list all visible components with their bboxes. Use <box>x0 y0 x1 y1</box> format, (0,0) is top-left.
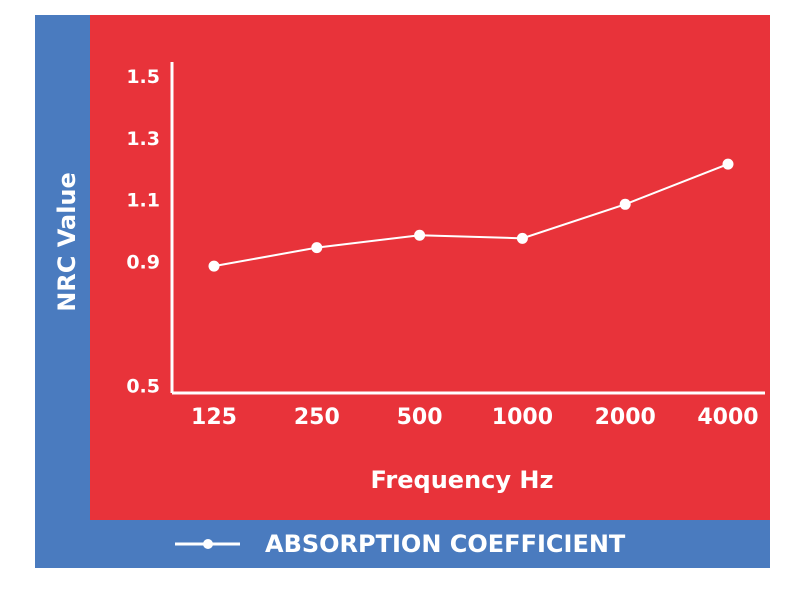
x-tick-label: 250 <box>294 405 340 430</box>
y-tick-label: 1.1 <box>126 190 160 212</box>
legend-marker <box>203 539 213 549</box>
x-tick-label: 4000 <box>697 405 758 430</box>
data-point <box>516 232 528 244</box>
y-tick-label: 1.3 <box>126 128 160 150</box>
data-point <box>722 158 734 170</box>
y-tick-label: 1.5 <box>126 66 160 88</box>
data-point <box>414 229 426 241</box>
x-tick-label: 500 <box>397 405 443 430</box>
data-point <box>208 260 220 272</box>
plot-panel <box>90 15 770 520</box>
y-tick-label: 0.9 <box>126 252 160 274</box>
x-tick-label: 2000 <box>595 405 656 430</box>
x-tick-label: 125 <box>191 405 237 430</box>
legend-label: ABSORPTION COEFFICIENT <box>265 530 626 558</box>
data-point <box>619 198 631 210</box>
y-tick-label: 0.5 <box>126 375 160 397</box>
y-axis-label: NRC Value <box>53 172 81 312</box>
x-tick-label: 1000 <box>492 405 553 430</box>
data-line <box>213 163 729 268</box>
data-point <box>311 242 323 254</box>
x-axis-label: Frequency Hz <box>371 466 554 494</box>
